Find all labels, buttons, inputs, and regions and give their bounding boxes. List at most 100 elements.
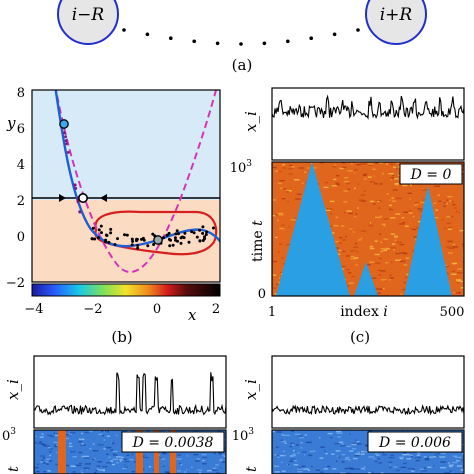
noise-streak [282, 167, 286, 169]
noise-streak [393, 466, 398, 468]
noise-streak [180, 463, 183, 466]
noise-streak [319, 457, 324, 459]
noise-streak [406, 273, 409, 276]
noise-streak [327, 465, 331, 468]
noise-streak [403, 462, 407, 465]
noise-streak [124, 466, 128, 468]
noise-streak [329, 200, 335, 203]
noise-streak [388, 456, 395, 459]
trajectory-point [195, 235, 199, 239]
noise-streak [427, 466, 432, 468]
noise-streak [300, 442, 303, 444]
trajectory-point [66, 151, 70, 154]
noise-streak [40, 461, 44, 463]
panel-d: x_i D = 0.0038 103 t [0, 355, 227, 474]
noise-streak [407, 192, 412, 194]
noise-streak [81, 443, 84, 445]
panel-c-x-tick-right: 500 [440, 305, 465, 320]
trajectory-points [63, 131, 215, 250]
noise-streak [410, 227, 412, 229]
noise-streak [380, 279, 387, 281]
noise-streak [352, 448, 357, 450]
noise-streak [35, 435, 37, 438]
trajectory-point [64, 139, 68, 143]
noise-streak [357, 207, 359, 209]
noise-streak [366, 264, 371, 266]
noise-streak [45, 461, 50, 463]
noise-streak [398, 456, 404, 458]
noise-streak [116, 462, 119, 464]
noise-streak [348, 212, 353, 215]
y-tick-6: 6 [17, 122, 25, 137]
panel-d-time-var: t [6, 466, 22, 472]
cbar-tick-2: 2 [212, 302, 220, 317]
noise-streak [295, 444, 299, 446]
noise-streak [83, 455, 89, 458]
noise-streak [282, 164, 285, 166]
noise-streak [319, 162, 324, 164]
noise-streak [177, 454, 182, 456]
noise-streak [53, 441, 58, 444]
noise-streak [274, 293, 277, 295]
noise-streak [291, 166, 295, 168]
trajectory-point [109, 231, 113, 235]
noise-streak [281, 470, 286, 472]
noise-streak [411, 455, 413, 458]
noise-streak [280, 271, 284, 274]
noise-streak [423, 199, 426, 201]
cbar-tick-0: 0 [153, 302, 161, 317]
noise-streak [339, 249, 341, 252]
ring-dot [286, 39, 290, 44]
noise-streak [378, 257, 382, 260]
noise-streak [446, 246, 451, 248]
trajectory-point [175, 229, 179, 233]
noise-streak [202, 459, 205, 462]
panel-c-trace [271, 94, 465, 120]
noise-streak [131, 453, 134, 456]
noise-streak [297, 452, 300, 454]
noise-streak [451, 273, 457, 275]
noise-streak [84, 463, 91, 465]
noise-streak [417, 452, 421, 454]
noise-streak [275, 236, 278, 239]
noise-streak [123, 460, 130, 463]
noise-streak [298, 467, 301, 469]
trajectory-point [130, 237, 134, 241]
noise-streak [396, 162, 399, 164]
noise-streak [351, 443, 357, 446]
noise-streak [293, 459, 297, 462]
y-tick-8: 8 [17, 86, 25, 101]
noise-streak [336, 175, 340, 177]
noise-streak [278, 214, 284, 216]
noise-streak [412, 228, 417, 231]
noise-streak [403, 253, 408, 255]
noise-streak [328, 208, 333, 210]
noise-streak [402, 221, 406, 224]
noise-streak [458, 291, 461, 294]
noise-streak [455, 456, 461, 459]
noise-streak [143, 456, 145, 458]
noise-streak [290, 458, 296, 461]
noise-streak [456, 281, 461, 284]
noise-streak [81, 472, 84, 474]
noise-streak [93, 457, 96, 460]
noise-streak [374, 240, 378, 242]
noise-streak [110, 460, 114, 462]
noise-streak [279, 454, 285, 457]
noise-streak [344, 177, 349, 179]
noise-streak [351, 275, 355, 278]
noise-streak [279, 277, 280, 280]
noise-streak [395, 469, 400, 472]
noise-streak [342, 239, 347, 241]
noise-streak [346, 269, 350, 271]
noise-streak [449, 200, 451, 202]
noise-streak [446, 222, 452, 225]
trajectory-point [179, 241, 183, 245]
ring-dot [215, 41, 220, 46]
node-right-label: i+R [380, 5, 413, 25]
noise-streak [403, 264, 408, 266]
noise-streak [353, 442, 356, 444]
noise-streak [435, 209, 439, 211]
panel-c-badge [399, 163, 463, 185]
noise-streak [197, 469, 203, 471]
